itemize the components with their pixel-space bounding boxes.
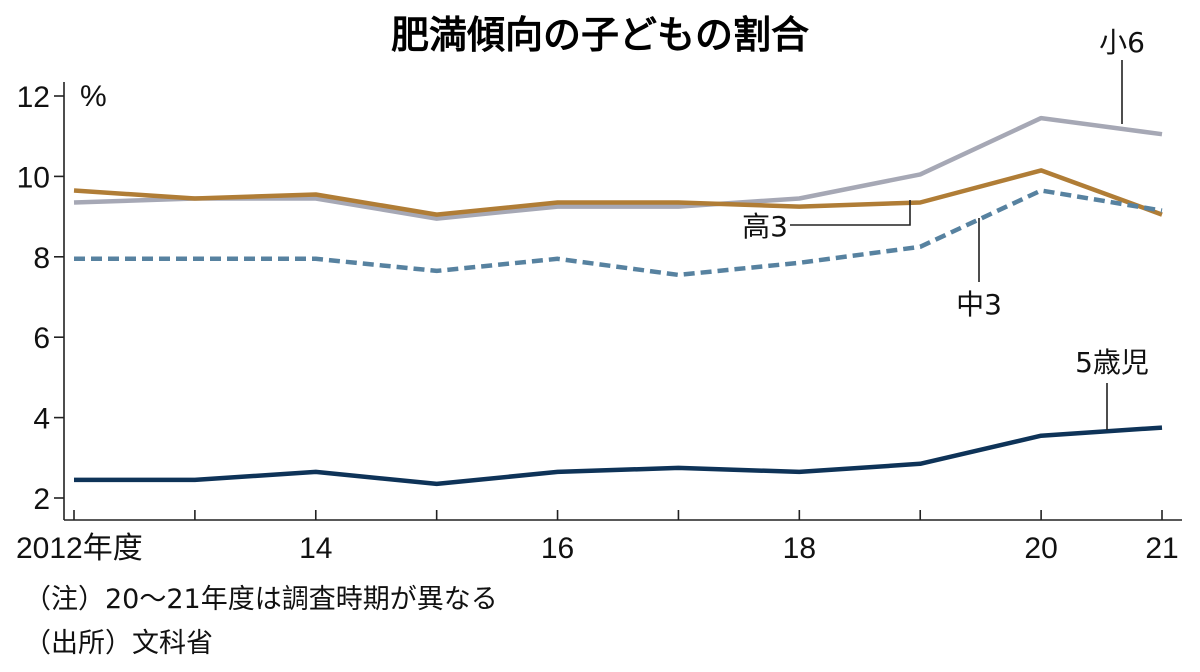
source-text: （出所）文科省 <box>24 628 213 659</box>
y-axis-unit: % <box>80 80 107 113</box>
y-tick-label: 12 <box>17 81 50 114</box>
series-label-中3: 中3 <box>956 288 1002 321</box>
y-tick-label: 2 <box>33 483 50 516</box>
y-tick-label: 4 <box>33 403 50 436</box>
y-tick-label: 6 <box>33 322 50 355</box>
x-tick-label: 2012年度 <box>16 532 143 565</box>
series-labels: 小6 高3 中3 5歳児 <box>742 26 1149 430</box>
series-line-中3 <box>74 188 1163 278</box>
chart-title: 肥満傾向の子どもの割合 <box>391 13 809 57</box>
leader-line-高3 <box>790 200 911 226</box>
y-tick-label: 8 <box>33 242 50 275</box>
series-line-高3 <box>73 168 1163 217</box>
series-line-5歳児 <box>74 425 1163 487</box>
series-label-5歳児: 5歳児 <box>1075 346 1149 379</box>
x-tick-label: 21 <box>1145 532 1178 565</box>
x-tick-label: 18 <box>783 532 816 565</box>
x-tick-label: 14 <box>299 532 332 565</box>
series-label-小6: 小6 <box>1099 26 1145 59</box>
axes: 2 4 6 8 10 12 % 2012年度 14 16 18 20 21 <box>16 80 1182 565</box>
x-tick-label: 16 <box>541 532 574 565</box>
series-label-高3: 高3 <box>742 210 788 243</box>
y-tick-label: 10 <box>17 161 50 194</box>
note-text: （注）20～21年度は調査時期が異なる <box>24 584 498 615</box>
x-tick-label: 20 <box>1024 532 1057 565</box>
series-layer <box>73 115 1163 487</box>
